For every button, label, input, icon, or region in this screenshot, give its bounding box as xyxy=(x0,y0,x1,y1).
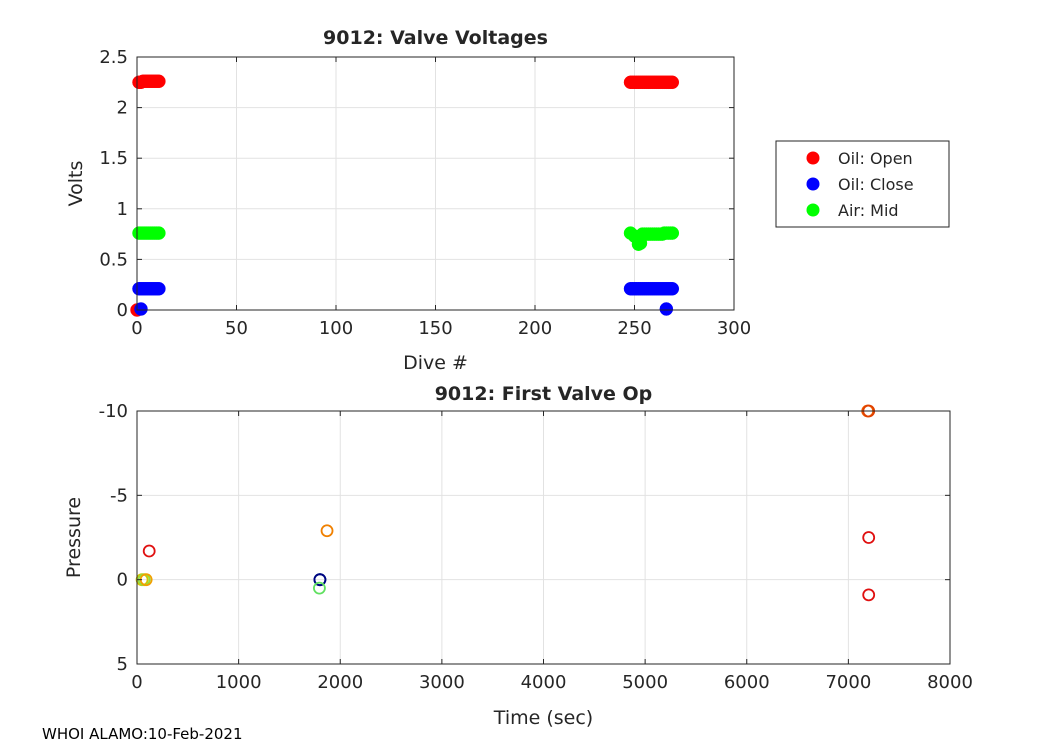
x-axis-ticks: 0 1000 2000 3000 4000 5000 6000 7000 8000 xyxy=(131,411,973,693)
point-oil-open xyxy=(665,75,680,90)
legend: Oil: Open Oil: Close Air: Mid xyxy=(775,140,950,228)
point-oil-close xyxy=(665,281,680,296)
y-tick-label: 1.5 xyxy=(99,148,128,169)
x-axis-label: Time (sec) xyxy=(493,707,593,729)
valve-op-point xyxy=(313,573,327,587)
legend-marker xyxy=(806,151,820,165)
x-tick-label: 150 xyxy=(418,318,452,339)
x-tick-label: 50 xyxy=(225,318,248,339)
y-tick-label: 0 xyxy=(117,570,128,591)
legend-label: Oil: Close xyxy=(838,175,914,194)
y-tick-label: 5 xyxy=(117,654,128,675)
x-tick-label: 8000 xyxy=(927,672,973,693)
chart-title: 9012: First Valve Op xyxy=(435,383,653,405)
point-oil-close xyxy=(659,302,674,316)
valve-op-point xyxy=(862,588,876,602)
x-tick-label: 2000 xyxy=(317,672,363,693)
point-oil-open xyxy=(152,74,166,89)
x-tick-label: 100 xyxy=(319,318,353,339)
x-tick-label: 0 xyxy=(131,318,142,339)
y-tick-label: 2 xyxy=(117,98,128,119)
y-tick-label: 0.5 xyxy=(99,249,128,270)
x-tick-label: 1000 xyxy=(216,672,262,693)
y-tick-label: 1 xyxy=(117,199,128,220)
valve-op-point xyxy=(313,581,326,595)
y-axis-label: Volts xyxy=(65,161,87,207)
point-oil-close xyxy=(152,281,166,296)
y-tick-label: -10 xyxy=(99,401,128,422)
valve-op-point xyxy=(862,531,876,544)
legend-label: Oil: Open xyxy=(838,149,913,168)
y-tick-label: 2.5 xyxy=(99,47,128,68)
x-tick-label: 7000 xyxy=(825,672,871,693)
legend-marker xyxy=(806,203,820,217)
first-valve-op-chart: 0 1000 2000 3000 4000 5000 6000 7000 8000 -10-50… xyxy=(63,383,973,729)
x-tick-label: 250 xyxy=(617,318,651,339)
legend-marker xyxy=(806,177,820,191)
x-tick-label: 4000 xyxy=(521,672,567,693)
y-axis-ticks: 0 0.5 1 1.5 2 2.5 xyxy=(99,47,734,321)
footer-credit: WHOI ALAMO:10-Feb-2021 xyxy=(42,725,243,743)
valve-voltages-chart: 0 50 100 150 200 250 300 0 0.5 1 1.5 2 2.5 9012: Va… xyxy=(65,27,950,374)
x-axis-ticks: 0 50 100 150 200 250 300 xyxy=(131,57,751,339)
chart-title: 9012: Valve Voltages xyxy=(323,27,548,49)
point-air-mid xyxy=(152,226,166,240)
y-axis-label: Pressure xyxy=(63,497,85,578)
x-tick-label: 6000 xyxy=(724,672,770,693)
valve-op-point xyxy=(142,544,156,558)
x-axis-label: Dive # xyxy=(403,352,468,374)
valve-op-point xyxy=(320,524,334,538)
point-oil-close xyxy=(134,302,148,316)
point-air-mid xyxy=(665,226,680,240)
y-axis-ticks: -10 -5 0 5 xyxy=(99,401,950,675)
x-tick-label: 5000 xyxy=(622,672,668,693)
legend-label: Air: Mid xyxy=(838,201,899,220)
x-tick-label: 0 xyxy=(131,672,142,693)
y-tick-label: 0 xyxy=(117,300,128,321)
x-tick-label: 300 xyxy=(717,318,751,339)
y-tick-label: -5 xyxy=(110,485,128,506)
x-tick-label: 200 xyxy=(518,318,552,339)
data-points xyxy=(130,74,680,317)
x-tick-label: 3000 xyxy=(419,672,465,693)
